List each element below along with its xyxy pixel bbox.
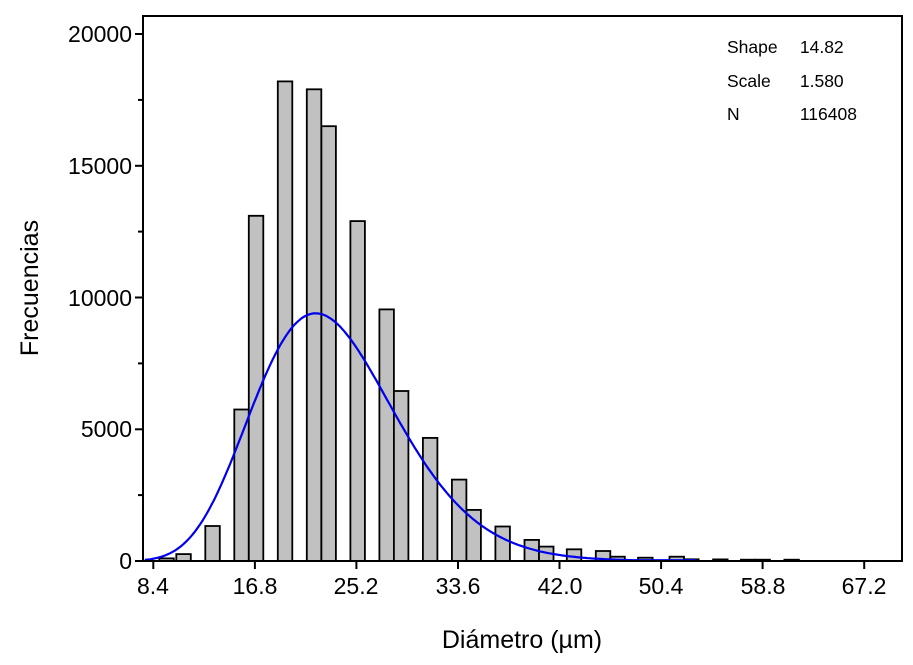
histogram-bar <box>276 80 294 562</box>
x-tick-label: 8.4 <box>137 573 169 599</box>
histogram-bar <box>320 125 337 562</box>
stat-label: N <box>727 104 740 124</box>
y-tick-label: 15000 <box>68 153 132 179</box>
histogram-bar <box>305 88 323 562</box>
y-tick-label: 10000 <box>68 285 132 311</box>
stat-row: N 116408 <box>727 103 857 137</box>
stat-row: Shape 14.82 <box>727 36 857 70</box>
y-tick-label: 20000 <box>68 21 132 47</box>
plot-frame <box>142 15 903 562</box>
histogram-bar <box>247 214 265 562</box>
x-axis-title: Diámetro (µm) <box>441 626 603 654</box>
histogram-bar <box>349 220 366 562</box>
stat-label: Shape <box>727 37 778 57</box>
stat-value: 116408 <box>799 104 857 124</box>
histogram-bar <box>421 436 439 562</box>
histogram-bar <box>450 478 468 562</box>
x-tick-label: 50.4 <box>638 573 684 599</box>
stat-row: Scale 1.580 <box>727 70 857 104</box>
x-tick-label: 58.8 <box>740 573 786 599</box>
x-tick-label: 25.2 <box>333 573 379 599</box>
fit-curve <box>144 312 697 562</box>
x-tick-label: 67.2 <box>841 573 887 599</box>
x-tick-label: 42.0 <box>537 573 583 599</box>
stat-value: 1.580 <box>799 70 844 91</box>
y-tick-label: 0 <box>119 548 132 574</box>
y-tick-label: 5000 <box>80 416 132 442</box>
histogram-bar <box>204 525 221 562</box>
histogram-bar <box>465 508 482 562</box>
x-tick-label: 16.8 <box>232 573 278 599</box>
histogram-bar <box>175 553 192 562</box>
x-tick-label: 33.6 <box>435 573 481 599</box>
stat-value: 14.82 <box>799 37 844 57</box>
histogram-bar <box>565 548 583 562</box>
histogram-bar <box>378 308 395 562</box>
fit-stats-panel: Shape 14.82 Scale 1.580 N 116408 <box>727 36 857 137</box>
stat-label: Scale <box>727 70 771 91</box>
histogram-bar <box>494 525 511 562</box>
